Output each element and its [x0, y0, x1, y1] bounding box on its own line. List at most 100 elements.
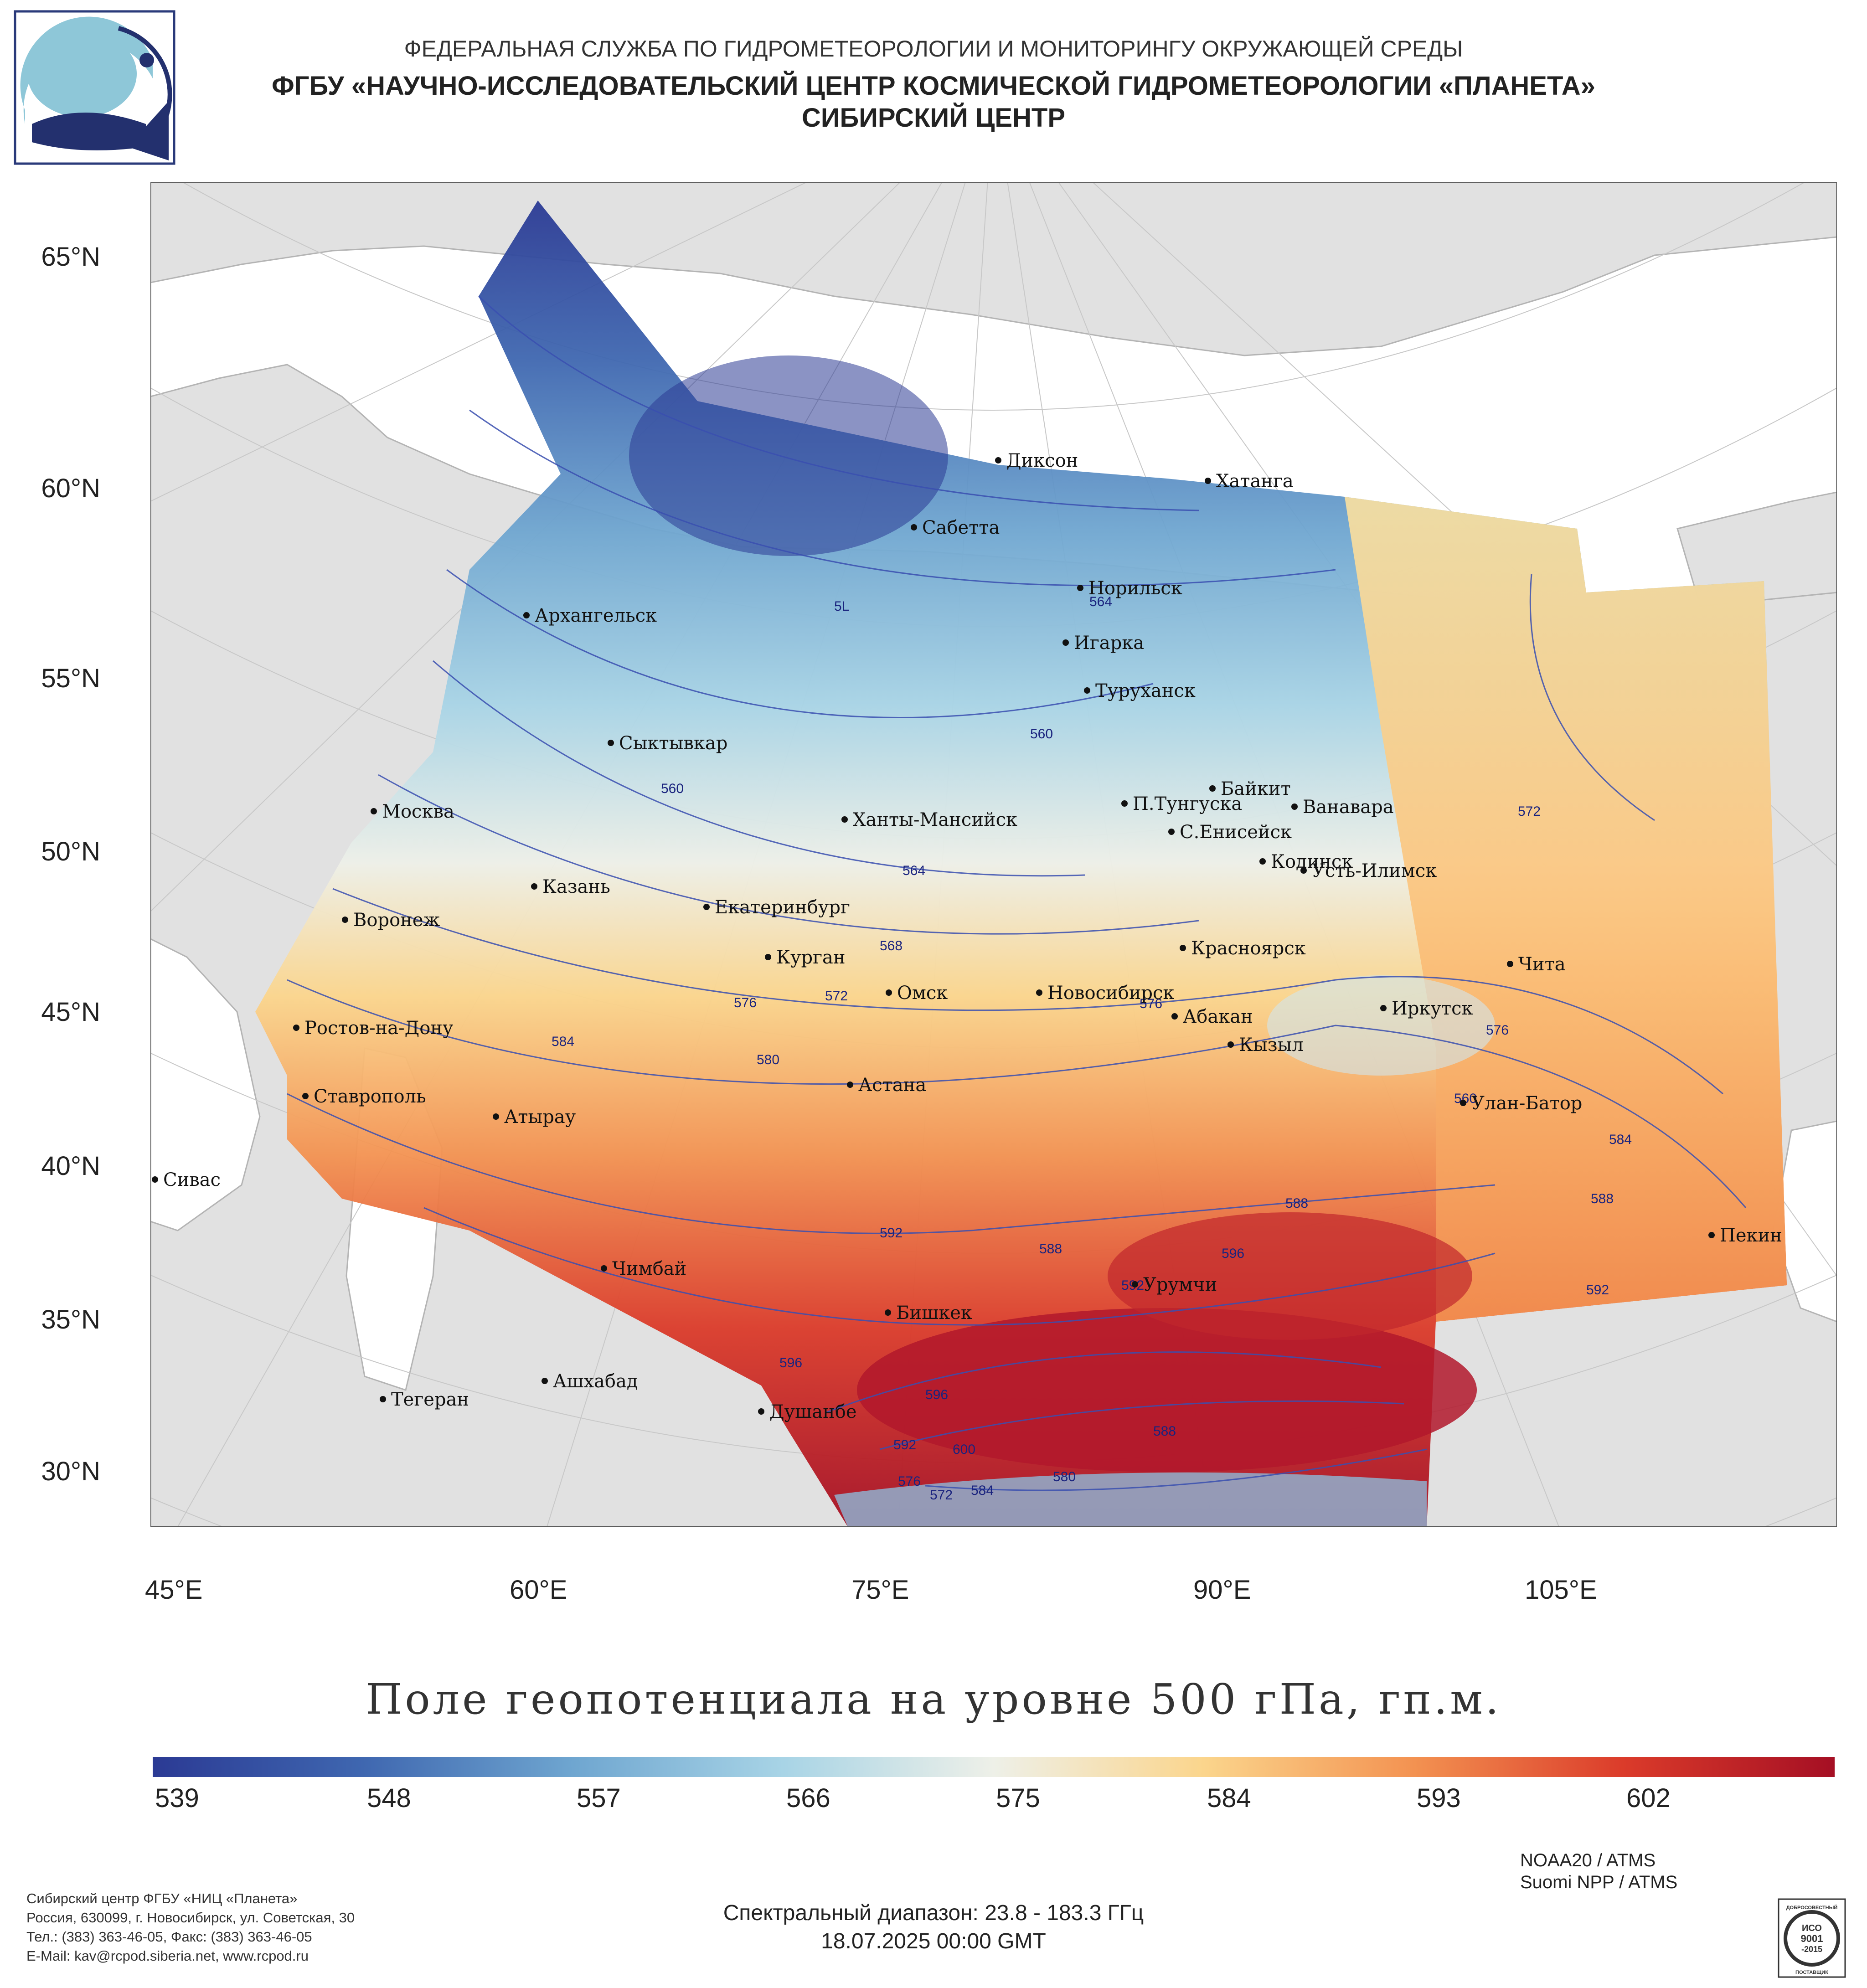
city-dot	[380, 1396, 386, 1402]
city-dot	[531, 883, 537, 890]
contour-label: 576	[898, 1474, 921, 1489]
city-marker: Курган	[765, 947, 846, 968]
city-label: Диксон	[1006, 450, 1078, 471]
lat-label: 60°N	[41, 474, 100, 503]
colorbar	[153, 1757, 1835, 1777]
colorbar-tick: 593	[1417, 1783, 1461, 1813]
city-marker: Байкит	[1209, 778, 1291, 799]
contour-label: 600	[953, 1442, 975, 1457]
city-marker: Норильск	[1077, 578, 1182, 599]
city-dot	[293, 1025, 299, 1031]
lon-label: 45°E	[145, 1575, 203, 1605]
city-label: П.Тунгуска	[1133, 793, 1242, 814]
geopotential-field	[255, 201, 1787, 1527]
city-dot	[542, 1378, 548, 1384]
city-marker: Пекин	[1708, 1225, 1782, 1246]
city-label: Ванавара	[1303, 797, 1394, 818]
city-label: Туруханск	[1095, 680, 1196, 701]
contour-label: 572	[825, 989, 848, 1004]
agency-line: ФЕДЕРАЛЬНАЯ СЛУЖБА ПО ГИДРОМЕТЕОРОЛОГИИ …	[404, 36, 1463, 62]
contour-label: 588	[1591, 1191, 1614, 1206]
city-dot	[1180, 945, 1186, 951]
institute-line: ФГБУ «НАУЧНО-ИССЛЕДОВАТЕЛЬСКИЙ ЦЕНТР КОС…	[272, 71, 1595, 101]
city-marker: Воронеж	[342, 910, 440, 931]
contour-label: 584	[1609, 1132, 1632, 1147]
city-label: Ашхабад	[553, 1371, 638, 1392]
lat-label: 45°N	[41, 997, 100, 1027]
contour-label: 580	[1053, 1469, 1076, 1484]
city-dot	[1036, 989, 1042, 996]
satellite-source: Suomi NPP / ATMS	[1520, 1872, 1678, 1892]
contour-label: 560	[661, 781, 684, 796]
city-label: Екатеринбург	[715, 897, 850, 918]
city-marker: Душанбе	[758, 1401, 857, 1422]
city-dot	[841, 816, 848, 823]
city-label: Астана	[858, 1075, 926, 1096]
city-dot	[1062, 639, 1069, 646]
city-label: Душанбе	[769, 1401, 857, 1422]
city-marker: Игарка	[1062, 633, 1144, 654]
city-marker: Тегеран	[380, 1389, 469, 1410]
city-marker: Архангельск	[523, 605, 657, 626]
city-label: Улан-Батор	[1471, 1093, 1582, 1114]
city-dot	[371, 808, 377, 814]
svg-text:-2015: -2015	[1801, 1945, 1822, 1954]
city-dot	[1259, 858, 1266, 865]
lon-label: 105°E	[1525, 1575, 1597, 1605]
city-label: Курган	[776, 947, 846, 968]
city-dot	[1205, 478, 1211, 484]
city-label: Ханты-Мансийск	[853, 809, 1017, 830]
city-marker: Кызыл	[1227, 1035, 1304, 1056]
city-label: Кызыл	[1239, 1035, 1304, 1056]
city-label: Иркутск	[1392, 998, 1473, 1019]
city-label: Абакан	[1183, 1006, 1253, 1027]
address-line: Россия, 630099, г. Новосибирск, ул. Сове…	[26, 1910, 355, 1926]
city-label: Красноярск	[1191, 938, 1306, 959]
city-label: С.Енисейск	[1180, 822, 1292, 843]
city-marker: Сабетта	[911, 517, 1000, 538]
city-marker: Бишкек	[885, 1303, 972, 1324]
center-line: СИБИРСКИЙ ЦЕНТР	[801, 103, 1066, 133]
city-label: Усть-Илимск	[1312, 860, 1437, 881]
city-dot	[1291, 803, 1298, 810]
city-label: Бишкек	[896, 1303, 972, 1324]
city-dot	[995, 457, 1001, 464]
city-marker: Хатанга	[1205, 471, 1294, 492]
city-dot	[885, 1309, 891, 1316]
city-dot	[1168, 829, 1175, 835]
contour-label: 592	[893, 1437, 916, 1452]
city-dot	[608, 740, 614, 746]
city-dot	[1227, 1041, 1234, 1048]
contour-label: 576	[734, 995, 757, 1010]
city-label: Норильск	[1088, 578, 1182, 599]
svg-text:ПОСТАВЩИК: ПОСТАВЩИК	[1795, 1970, 1828, 1975]
address-line: Сибирский центр ФГБУ «НИЦ «Планета»	[26, 1890, 298, 1906]
city-dot	[1300, 867, 1307, 874]
city-label: Хатанга	[1216, 471, 1294, 492]
city-marker: Иркутск	[1380, 998, 1473, 1019]
city-dot	[1507, 961, 1513, 967]
contour-label: 588	[1153, 1424, 1176, 1439]
city-label: Новосибирск	[1047, 983, 1174, 1004]
colorbar-tick: 575	[996, 1783, 1040, 1813]
city-marker: Ханты-Мансийск	[841, 809, 1017, 830]
contour-label: 564	[903, 863, 925, 878]
city-dot	[847, 1082, 853, 1088]
city-marker: Екатеринбург	[703, 897, 850, 918]
contour-label: 576	[1486, 1023, 1509, 1038]
city-label: Воронеж	[353, 910, 440, 931]
city-label: Чимбай	[612, 1258, 686, 1279]
city-marker: С.Енисейск	[1168, 822, 1292, 843]
colorbar-tick: 548	[367, 1783, 411, 1813]
city-marker: Чимбай	[601, 1258, 686, 1279]
city-label: Чита	[1518, 954, 1566, 975]
contour-label: 568	[880, 938, 903, 953]
contour-label: 596	[1222, 1246, 1244, 1261]
colorbar-tick: 557	[577, 1783, 621, 1813]
city-dot	[1460, 1100, 1466, 1106]
city-marker: Урумчи	[1132, 1274, 1217, 1295]
svg-text:9001: 9001	[1801, 1933, 1823, 1944]
city-label: Архангельск	[535, 605, 657, 626]
iso-certification-badge: ДОБРОСОВЕСТНЫЙ ИСО 9001 -2015 ПОСТАВЩИК	[1778, 1898, 1846, 1978]
